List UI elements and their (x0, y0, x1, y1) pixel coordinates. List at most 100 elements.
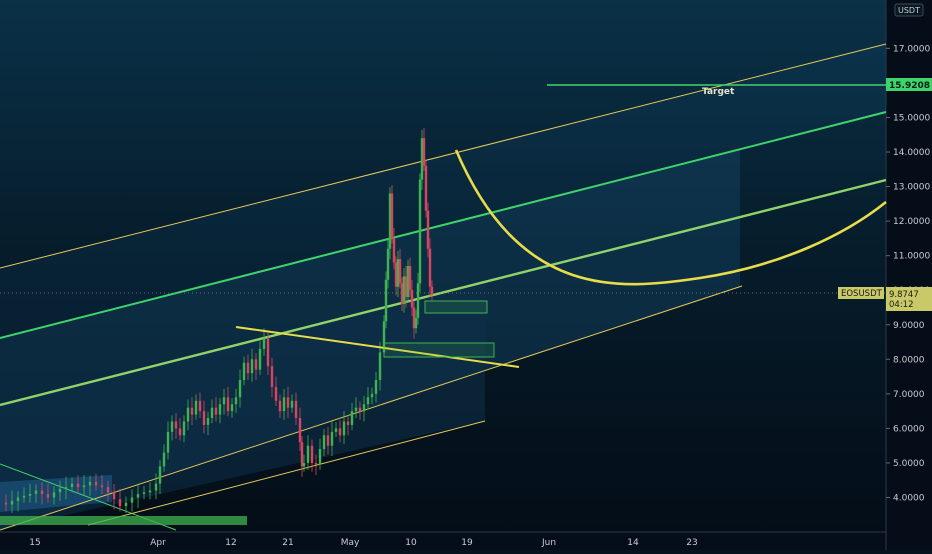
symbol-tag (838, 287, 884, 299)
candle-body (202, 411, 206, 425)
candle-body (112, 492, 116, 500)
candle-body (354, 407, 358, 412)
candle-body (310, 445, 314, 463)
candle-body (418, 179, 422, 284)
candle-body (218, 404, 222, 415)
candles (4, 127, 434, 514)
candle-body (302, 462, 306, 467)
y-tick-label: 8.0000 (893, 355, 925, 365)
y-tick-label: 4.0000 (893, 494, 925, 504)
y-tick-label: 6.0000 (893, 424, 925, 434)
candle-body (374, 380, 378, 394)
channel-mid-line (0, 111, 887, 339)
candle-body (242, 362, 246, 381)
currency-badge (894, 3, 924, 17)
candle-body (64, 487, 68, 489)
candle-body (400, 283, 404, 305)
y-tick-label: 11.0000 (893, 252, 930, 262)
candle-body (142, 492, 146, 495)
candle-body (398, 259, 402, 284)
candle-body (428, 248, 432, 287)
candle-body (170, 421, 174, 432)
candle-body (322, 435, 326, 450)
candle-body (384, 279, 388, 322)
price-axis-panel (886, 0, 932, 550)
candle-body (4, 502, 8, 505)
y-tick-label: 5.0000 (893, 459, 925, 469)
candle-body (46, 494, 50, 498)
candle-body (274, 386, 278, 401)
candle-body (282, 397, 286, 412)
candle-body (246, 362, 250, 374)
candle-body (174, 421, 178, 429)
candle-body (408, 266, 412, 291)
candle-body (412, 307, 416, 329)
y-tick-label: 13.0000 (893, 183, 930, 193)
channel-lines (0, 43, 887, 531)
x-tick-label: 23 (686, 538, 697, 548)
candle-body (330, 431, 334, 446)
y-tick-label: 15.0000 (893, 113, 930, 123)
candle-body (206, 418, 210, 425)
candle-body (34, 490, 38, 495)
x-tick-label: 12 (225, 538, 236, 548)
candle-body (230, 404, 234, 412)
last-price-tag (886, 287, 932, 311)
candle-body (426, 210, 430, 249)
candle-body (16, 497, 20, 501)
candle-body (148, 490, 152, 493)
candle-body (406, 266, 410, 298)
resistance-trendline (235, 326, 520, 368)
candle-body (106, 487, 110, 493)
candle-body (358, 407, 362, 412)
candle-body (52, 492, 56, 498)
candle-body (318, 449, 322, 465)
candle-body (226, 397, 230, 412)
channel-lower-line (0, 285, 743, 531)
candle-body (334, 428, 338, 432)
candle-body (238, 380, 242, 398)
candle-body (258, 348, 262, 370)
candle-body (396, 259, 400, 287)
y-tick-label: 7.0000 (893, 390, 925, 400)
candle-body (94, 481, 98, 486)
candle-body (422, 138, 426, 166)
target-price-label: 15.9208 (889, 81, 930, 91)
candle-body (362, 404, 366, 412)
candle-body (250, 359, 254, 374)
candle-body (214, 407, 218, 415)
candle-body (286, 397, 290, 408)
candle-body (58, 488, 62, 493)
candle-body (40, 490, 44, 495)
candle-body (28, 494, 32, 496)
candle-body (326, 435, 330, 446)
candle-body (70, 483, 74, 488)
y-tick-label: 17.0000 (893, 44, 930, 54)
candle-body (414, 317, 418, 329)
candle-body (300, 442, 304, 467)
candle-body (416, 283, 420, 318)
price-axis[interactable]: 17.000016.000015.000014.000013.000012.00… (838, 3, 932, 504)
candle-body (420, 138, 424, 180)
x-tick-label: 19 (461, 538, 473, 548)
candle-body (270, 366, 274, 387)
candle-body (350, 411, 354, 425)
candle-body (306, 445, 310, 463)
target-label: Target (702, 87, 735, 97)
candle-body (154, 483, 158, 491)
x-tick-label: Jun (541, 538, 556, 548)
candle-body (404, 276, 408, 298)
candle-body (366, 397, 370, 405)
x-tick-label: 21 (282, 538, 293, 548)
y-tick-label: 12.0000 (893, 217, 930, 227)
candle-body (392, 238, 396, 263)
time-axis[interactable]: 15 Apr 12 21 May 10 19 Jun 14 23 (29, 538, 697, 548)
x-tick-label: 10 (405, 538, 417, 548)
time-axis-panel (0, 532, 886, 550)
candle-body (130, 497, 134, 503)
annotations: Target (235, 84, 887, 368)
candle-body (166, 431, 170, 453)
support-zone-box (424, 300, 488, 314)
